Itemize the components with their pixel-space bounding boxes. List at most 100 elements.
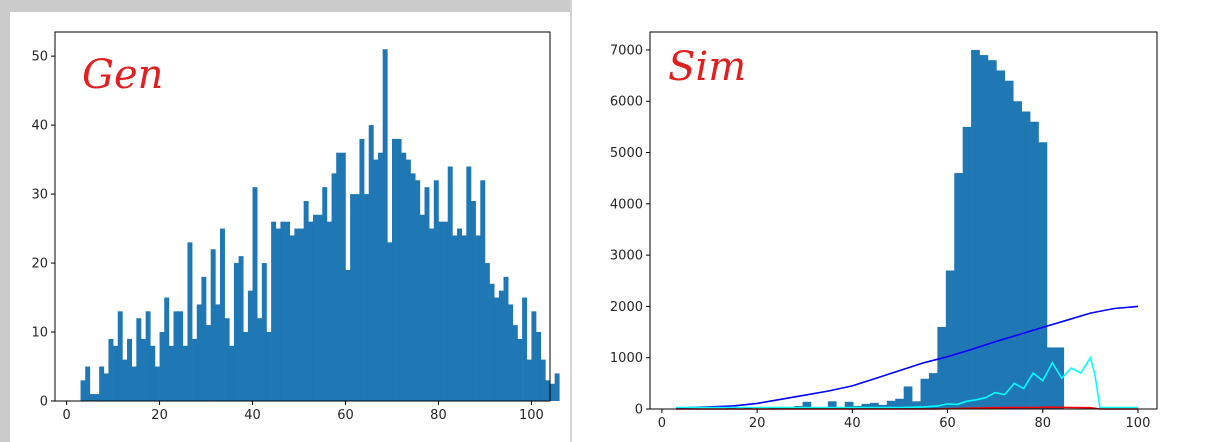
x-tick-label: 100 — [519, 408, 544, 423]
histogram-bar — [159, 332, 165, 401]
histogram-bar — [294, 228, 300, 401]
histogram-bar — [192, 338, 198, 401]
histogram-bar — [247, 290, 253, 401]
histogram-bar — [480, 180, 486, 401]
histogram-bar — [447, 166, 453, 401]
histogram-bar — [350, 194, 356, 401]
histogram-bar — [243, 332, 249, 401]
histogram-bar — [503, 276, 509, 401]
histogram-bar — [89, 394, 95, 401]
histogram-bar — [429, 228, 435, 401]
histogram-bar — [85, 366, 91, 401]
histogram-bar — [113, 345, 119, 401]
histogram-bar — [168, 345, 174, 401]
histogram-bar — [443, 221, 449, 401]
histogram-bar — [285, 221, 291, 401]
y-tick-label: 40 — [31, 119, 48, 134]
histogram-bar — [117, 311, 123, 401]
series-line — [676, 355, 1138, 409]
histogram-bar — [373, 159, 379, 401]
histogram-bar — [937, 326, 947, 409]
y-tick-label: 2000 — [610, 300, 643, 315]
histogram-bar — [382, 49, 388, 402]
histogram-bar — [415, 180, 421, 401]
y-tick-label: 4000 — [610, 197, 643, 212]
histogram-bar — [80, 380, 86, 401]
histogram-bar — [94, 394, 100, 401]
gen-histogram-panel: 0 20 40 60 80 100 0 10 20 30 40 50 Gen — [0, 0, 570, 442]
histogram-bar — [962, 126, 972, 409]
histogram-bar — [275, 228, 281, 401]
histogram-bar — [201, 276, 207, 401]
histogram-bar — [979, 55, 989, 409]
histogram-bar — [494, 297, 500, 401]
x-tick-label: 80 — [1034, 416, 1051, 431]
histogram-bar — [387, 242, 393, 401]
x-tick-label: 60 — [939, 416, 956, 431]
histogram-bar — [182, 345, 188, 401]
histogram-bar — [396, 138, 402, 401]
histogram-bar — [928, 373, 938, 409]
x-tick-label: 100 — [1126, 416, 1151, 431]
histogram-bar — [154, 366, 160, 401]
histogram-bar — [827, 401, 837, 409]
histogram-bar — [312, 214, 318, 401]
histogram-bar — [238, 256, 244, 401]
histogram-bar — [326, 221, 332, 401]
histogram-bar — [489, 283, 495, 401]
gen-histogram-canvas: 0 20 40 60 80 100 0 10 20 30 40 50 Gen — [10, 12, 570, 442]
histogram-bar — [498, 290, 504, 401]
y-tick-label: 3000 — [610, 249, 643, 264]
y-tick-label: 0 — [635, 403, 643, 418]
histogram-bar — [802, 401, 812, 409]
histogram-bar — [844, 401, 854, 409]
histogram-bar — [526, 359, 532, 401]
histogram-bar — [470, 200, 476, 401]
histogram-bar — [210, 249, 216, 401]
histogram-bar — [224, 318, 230, 401]
histogram-bar — [336, 152, 342, 401]
histogram-bar — [317, 214, 323, 401]
histogram-bar — [229, 345, 235, 401]
histogram-bar — [368, 125, 374, 401]
histogram-bar — [438, 221, 444, 401]
histogram-bar — [322, 187, 328, 401]
histogram-bar — [912, 401, 921, 409]
histogram-bar — [1021, 111, 1031, 409]
histogram-bar — [1013, 101, 1022, 409]
histogram-bar — [536, 332, 542, 401]
histogram-bar — [512, 325, 518, 401]
histogram-bar — [475, 235, 481, 401]
histogram-bar — [359, 138, 365, 401]
histogram-bar — [401, 152, 407, 401]
x-tick-label: 20 — [749, 416, 766, 431]
histogram-bar — [345, 269, 351, 401]
y-tick-label: 1000 — [610, 351, 643, 366]
y-tick-label: 7000 — [610, 43, 643, 58]
axes-frame — [649, 31, 1158, 410]
histogram-bar — [508, 304, 514, 401]
histogram-bar — [522, 297, 528, 401]
histogram-bar — [266, 332, 272, 401]
histogram-bar — [1055, 347, 1065, 409]
histogram-bar — [987, 60, 997, 410]
x-tick-label: 0 — [62, 408, 70, 423]
x-tick-label: 20 — [151, 408, 168, 423]
histogram-bar — [996, 70, 1006, 409]
histogram-bar — [354, 194, 360, 401]
y-tick-label: 10 — [31, 326, 48, 341]
y-tick-label: 0 — [40, 395, 48, 410]
histogram-bar — [405, 159, 411, 401]
histogram-bar — [271, 221, 277, 401]
histogram-bar — [466, 166, 472, 401]
x-tick-label: 40 — [244, 408, 261, 423]
histogram-bar — [433, 180, 439, 401]
histogram-bar — [517, 338, 523, 401]
histogram-bar — [869, 402, 879, 409]
histogram-bar — [103, 373, 109, 401]
histogram-bar — [954, 173, 963, 409]
histogram-bar — [280, 221, 286, 401]
gen-histogram-chart: 0 20 40 60 80 100 0 10 20 30 40 50 Gen — [31, 31, 560, 423]
histogram-bar — [136, 318, 142, 401]
histogram-bar — [1030, 121, 1039, 409]
